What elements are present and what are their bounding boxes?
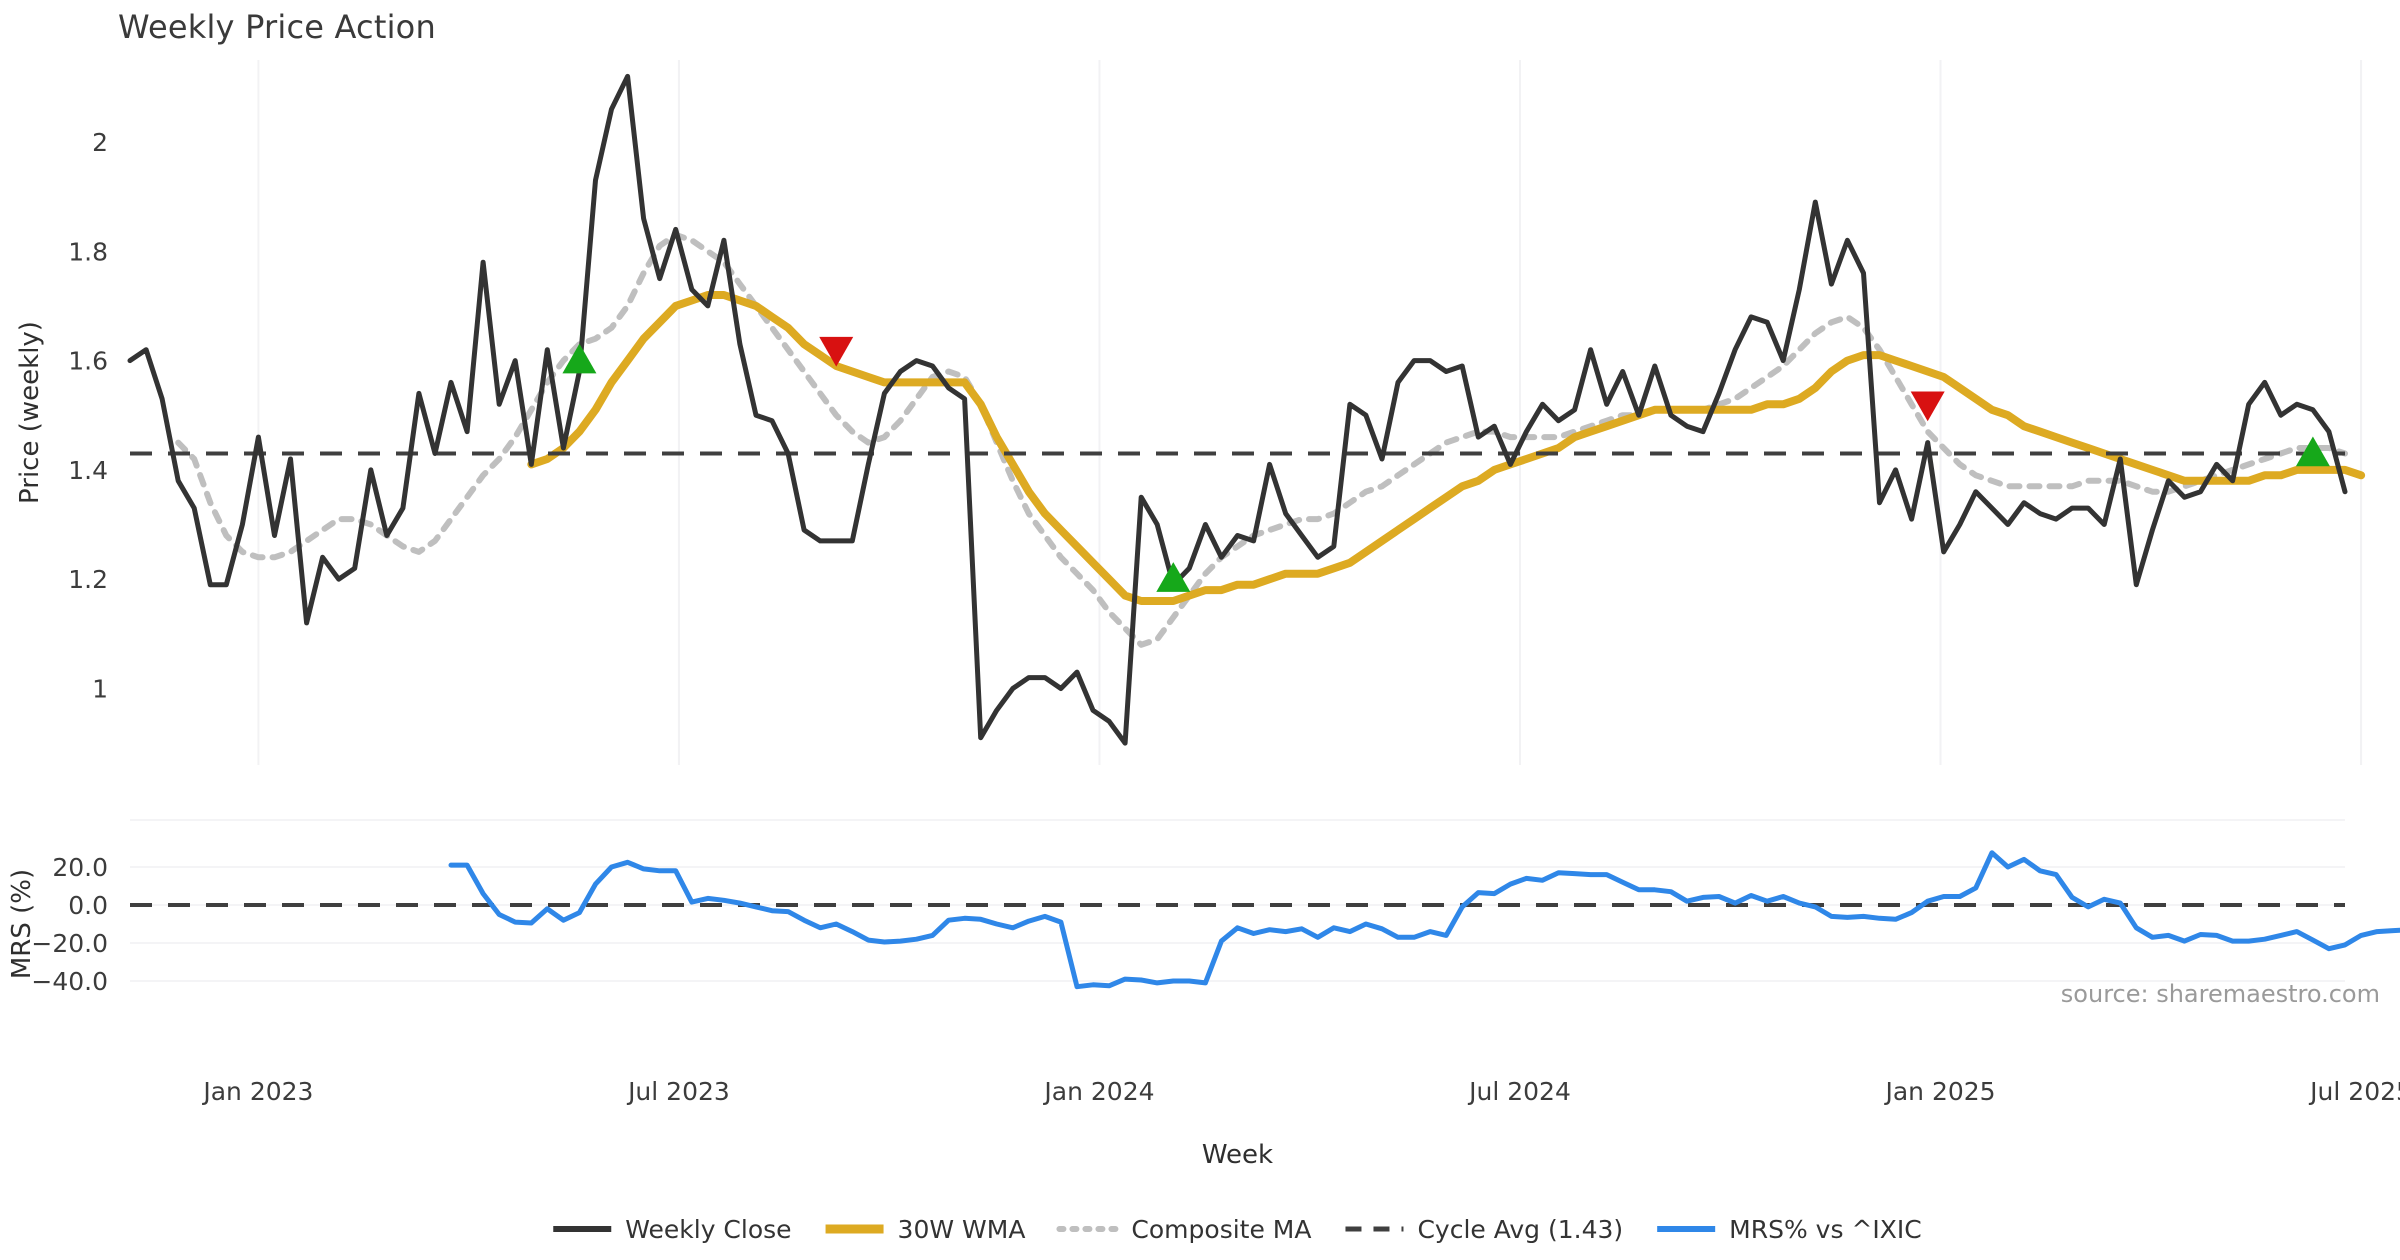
mrs-y-tick-label: 20.0 [52, 853, 108, 882]
weekly-close-line [127, 73, 2348, 746]
legend-label[interactable]: Cycle Avg (1.43) [1417, 1215, 1623, 1244]
buy-signal-marker [2295, 436, 2330, 467]
signal-markers-layer [562, 336, 2330, 592]
sell-signal-marker [1910, 391, 1945, 422]
price-series-layer [127, 73, 2366, 746]
axis-labels-layer: 1 1.2 1.4 1.6 1.8 2 20.0 0.0 −20.0 −40.0 Jan 2023 J… [7, 128, 2400, 1170]
price-y-tick-label: 1.8 [68, 237, 108, 266]
buy-signal-marker [1156, 562, 1191, 592]
price-y-tick-label: 1.4 [68, 456, 108, 485]
price-y-tick-label: 1.2 [68, 565, 108, 594]
price-y-tick-label: 1.6 [68, 347, 108, 376]
legend-label[interactable]: 30W WMA [898, 1215, 1026, 1244]
x-tick-label: Jan 2023 [201, 1077, 313, 1106]
price-y-tick-label: 2 [92, 128, 108, 157]
x-tick-label: Jul 2023 [626, 1077, 730, 1106]
x-tick-label: Jan 2024 [1042, 1077, 1154, 1106]
page-title: Weekly Price Action [118, 8, 436, 46]
legend-label[interactable]: MRS% vs ^IXIC [1729, 1215, 1922, 1244]
x-tick-label: Jan 2025 [1883, 1077, 1995, 1106]
legend: Weekly Close 30W WMA Composite MA Cycle Avg… [553, 1215, 1922, 1244]
mrs-series-layer [130, 850, 2400, 990]
legend-label[interactable]: Weekly Close [625, 1215, 791, 1244]
mrs-y-tick-label: −20.0 [31, 929, 108, 958]
mrs-y-tick-label: −40.0 [31, 967, 108, 996]
sell-signal-marker [819, 336, 854, 367]
mrs-axis-title: MRS (%) [7, 869, 37, 979]
grid-layer [130, 60, 2363, 982]
x-tick-label: Jul 2024 [1467, 1077, 1571, 1106]
source-attribution: source: sharemaestro.com [2061, 980, 2380, 1008]
mrs-line [448, 850, 2400, 990]
x-axis-title: Week [1202, 1140, 1273, 1170]
price-axis-title: Price (weekly) [15, 321, 45, 504]
price-y-tick-label: 1 [92, 674, 108, 703]
mrs-y-tick-label: 0.0 [68, 891, 108, 920]
legend-label[interactable]: Composite MA [1131, 1215, 1311, 1244]
wma-line [527, 291, 2366, 605]
buy-signal-marker [562, 343, 597, 374]
x-tick-label: Jul 2025 [2308, 1077, 2400, 1106]
